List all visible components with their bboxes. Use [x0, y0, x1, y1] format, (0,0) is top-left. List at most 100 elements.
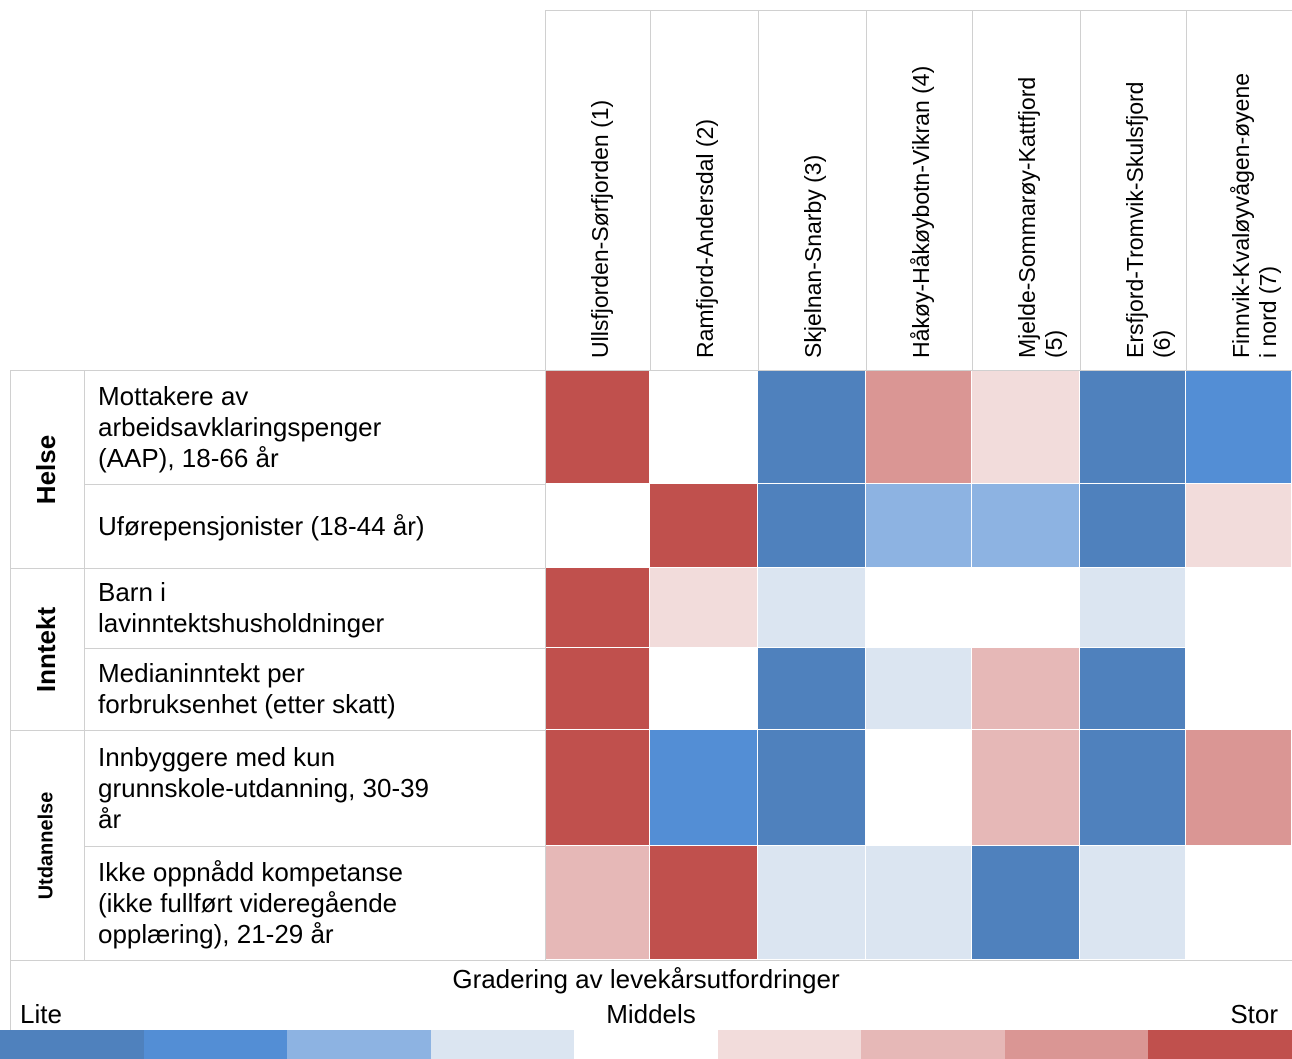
heatmap-cell [1080, 846, 1186, 960]
heatmap-cell [650, 648, 758, 730]
legend-swatch [287, 1030, 432, 1059]
row-divider [84, 484, 545, 485]
row-label-line: grunnskole-utdanning, 30-39 [98, 772, 430, 803]
row-label-line: Ikke oppnådd kompetanse [98, 856, 403, 887]
body-top-line [10, 370, 1292, 371]
column-header-text: Finnvik-Kvaløyvågen-øyene [1228, 72, 1254, 358]
row-label-text: Mottakere av arbeidsavklaringspenger (AAP)… [98, 381, 381, 474]
row-label-line: (ikke fullført videregående [98, 887, 398, 918]
heatmap-cell [866, 568, 972, 648]
legend-swatch [0, 1030, 145, 1059]
heatmap-cell [866, 846, 972, 960]
heatmap-cell [650, 730, 758, 846]
legend-swatch [574, 1030, 719, 1059]
column-header-text: Ullsfjorden-Sørfjorden (1) [587, 99, 613, 358]
left-border [10, 370, 11, 960]
legend-left-border [10, 960, 11, 1059]
row-label-line: arbeidsavklaringspenger [98, 411, 382, 442]
row-label-text: Uførepensjonister (18-44 år) [98, 511, 425, 542]
row-label: Barn i lavinntektshusholdninger [84, 568, 545, 648]
heatmap-cell [1186, 484, 1292, 568]
row-label-line: Barn i [98, 577, 166, 607]
row-label-text: Innbyggere med kun grunnskole-utdanning, … [98, 742, 429, 835]
heatmap-cell [650, 370, 758, 484]
group-label-text: Utdannelse [35, 791, 58, 899]
row-divider [84, 730, 545, 731]
group-label-text: Helse [31, 434, 62, 504]
header-top-line [545, 10, 1292, 11]
heatmap-cell [545, 370, 650, 484]
row-label-line: lavinntektshusholdninger [98, 608, 385, 638]
row-label-line: (AAP), 18-66 år [98, 442, 279, 473]
row-label-line: opplæring), 21-29 år [98, 918, 334, 949]
heatmap-cell [1186, 846, 1292, 960]
row-label-line: Medianinntekt per [98, 658, 305, 688]
heatmap-cell [866, 730, 972, 846]
heatmap-cell [758, 730, 866, 846]
heatmap-cell [1080, 568, 1186, 648]
row-label: Innbyggere med kun grunnskole-utdanning, … [84, 730, 545, 846]
heatmap-cell [545, 484, 650, 568]
heatmap-cell [650, 484, 758, 568]
heatmap-cell [972, 484, 1080, 568]
row-label: Mottakere av arbeidsavklaringspenger (AAP)… [84, 370, 545, 484]
heatmap-cell [972, 730, 1080, 846]
row-label-line: Uførepensjonister (18-44 år) [98, 510, 425, 541]
heatmap-cell [545, 730, 650, 846]
row-label-line: Mottakere av [98, 380, 249, 411]
row-label-text: Ikke oppnådd kompetanse (ikke fullført vi… [98, 857, 403, 950]
row-label-line: Innbyggere med kun [98, 741, 336, 772]
group-divider [10, 568, 84, 569]
heatmap-cell [866, 648, 972, 730]
group-label-helse: Helse [10, 370, 84, 568]
column-header-text: i nord (7) [1255, 265, 1281, 358]
heatmap-cell [650, 846, 758, 960]
column-header-divider [866, 10, 867, 370]
legend-mid-label: Middels [606, 999, 696, 1029]
label-column-divider [545, 370, 546, 960]
row-label: Uførepensjonister (18-44 år) [84, 484, 545, 568]
group-divider [10, 730, 84, 731]
legend-swatch [861, 1030, 1006, 1059]
heatmap-cell [1186, 648, 1292, 730]
heatmap-cell [972, 648, 1080, 730]
column-header-divider [972, 10, 973, 370]
heatmap-cell [758, 648, 866, 730]
legend-swatch [1004, 1030, 1149, 1059]
legend-title: Gradering av levekårsutfordringer [452, 964, 840, 994]
body-bottom-line [10, 960, 1292, 961]
row-label-line: år [98, 803, 122, 834]
group-divider [10, 370, 84, 371]
column-header-divider [758, 10, 759, 370]
heatmap-cell [545, 846, 650, 960]
heatmap-cell [1186, 370, 1292, 484]
heatmap-cell [1186, 568, 1292, 648]
legend-high-label: Stor [1230, 999, 1278, 1029]
row-label-text: Medianinntekt per forbruksenhet (etter sk… [98, 658, 396, 720]
group-label-inntekt: Inntekt [10, 568, 84, 730]
heatmap-cell [545, 648, 650, 730]
row-label-text: Barn i lavinntektshusholdninger [98, 577, 384, 639]
column-header-text: Mjelde-Sommarøy-Kattfjord [1014, 76, 1040, 358]
column-header-divider [545, 10, 546, 370]
heatmap-cell [650, 568, 758, 648]
row-label: Medianinntekt per forbruksenhet (etter sk… [84, 648, 545, 730]
column-header-text: (5) [1041, 329, 1067, 358]
column-header-text: Ersfjord-Tromvik-Skulsfjord [1122, 81, 1148, 358]
legend-swatch [1148, 1030, 1292, 1059]
group-label-utdannelse: Utdannelse [10, 730, 84, 960]
row-divider [84, 568, 545, 569]
heatmap-cell [1080, 484, 1186, 568]
row-divider [84, 846, 545, 847]
row-label: Ikke oppnådd kompetanse (ikke fullført vi… [84, 846, 545, 960]
column-header-divider [1186, 10, 1187, 370]
column-header-divider [1080, 10, 1081, 370]
heatmap-cell [972, 846, 1080, 960]
heatmap-cell [1080, 730, 1186, 846]
legend-swatch [717, 1030, 862, 1059]
heatmap-cell [1080, 648, 1186, 730]
heatmap-cell [545, 568, 650, 648]
column-header-text: Håkøy-Håkøybotn-Vikran (4) [908, 65, 934, 358]
column-header-text: Ramfjord-Andersdal (2) [692, 118, 718, 358]
heatmap-cell [1186, 730, 1292, 846]
